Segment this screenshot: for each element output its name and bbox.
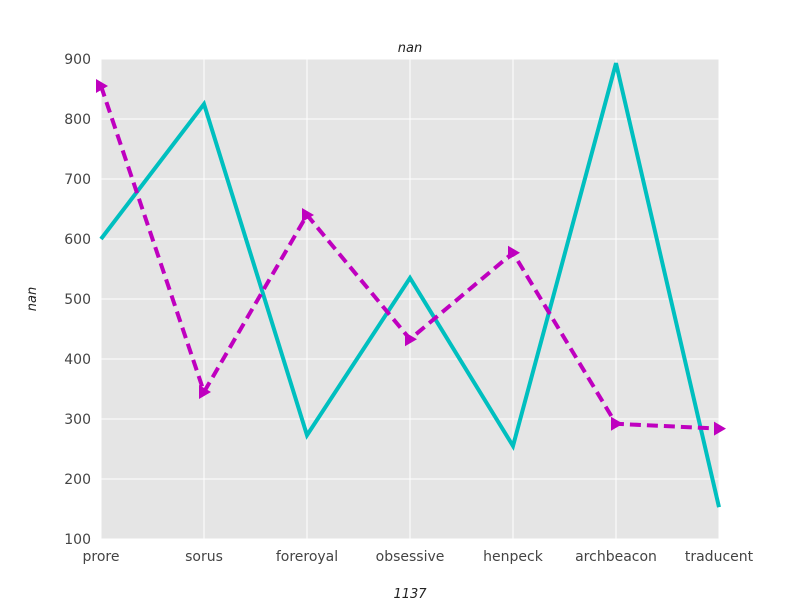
y-tick-label: 600: [64, 232, 91, 248]
tick-labels: 100 200 300 400 500 600 700 800 900 prore sorus for…: [64, 52, 753, 565]
y-tick-label: 300: [64, 412, 91, 428]
x-tick-label: henpeck: [483, 549, 544, 565]
y-tick-label: 800: [64, 112, 91, 128]
grid-lines: [100, 58, 720, 540]
x-tick-label: sorus: [185, 549, 223, 565]
x-tick-label: foreroyal: [276, 549, 338, 565]
x-axis-title: 1137: [393, 587, 427, 600]
series-line-1: [99, 62, 721, 508]
y-axis-title: nan: [25, 287, 40, 311]
y-tick-label: 100: [64, 532, 91, 548]
series-2-point: [302, 208, 314, 222]
series-2-point: [199, 385, 211, 399]
series-2-point: [405, 332, 417, 347]
x-tick-label: prore: [83, 549, 120, 565]
y-tick-label: 400: [64, 352, 91, 368]
series-2-point: [611, 416, 623, 431]
y-tick-label: 900: [64, 52, 91, 68]
x-tick-label: traducent: [685, 549, 754, 565]
chart-title: nan: [398, 41, 422, 56]
y-tick-label: 200: [64, 472, 91, 488]
series-layer: [96, 62, 726, 508]
x-tick-label: obsessive: [376, 549, 445, 565]
x-tick-label: archbeacon: [575, 549, 657, 565]
series-2-point: [508, 245, 520, 260]
y-tick-label: 700: [64, 172, 91, 188]
y-tick-label: 500: [64, 292, 91, 308]
series-2-point: [714, 421, 726, 436]
series-2-point: [96, 79, 108, 93]
